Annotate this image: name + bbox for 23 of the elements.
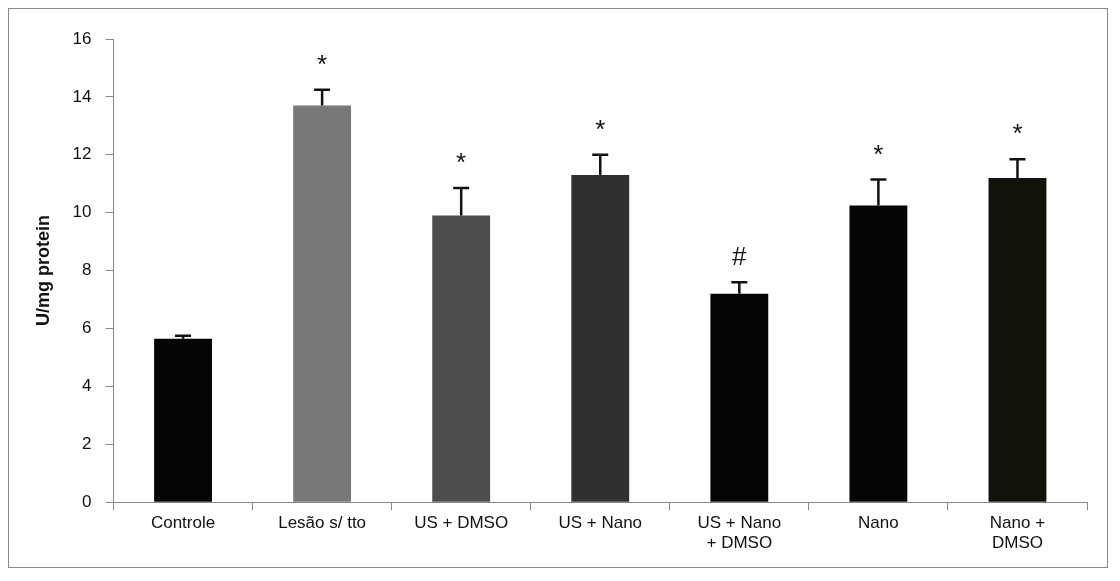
annotation: * <box>873 138 884 169</box>
y-tick-label: 2 <box>82 433 92 453</box>
y-tick-label: 14 <box>72 86 92 106</box>
y-tick-label: 16 <box>72 28 92 48</box>
x-tick-label: US + Nano <box>558 513 643 533</box>
y-tick-label: 10 <box>72 202 92 222</box>
x-tick-label: Nano + DMSO <box>989 513 1046 553</box>
y-tick-label: 6 <box>82 318 92 338</box>
annotation: * <box>1012 118 1023 149</box>
annotation: * <box>595 113 606 144</box>
y-tick-label: 4 <box>82 376 92 396</box>
annotation: # <box>732 241 748 272</box>
annotation: * <box>456 147 467 178</box>
y-tick-label: 12 <box>72 144 92 164</box>
x-tick-label: US + Nano + DMSO <box>697 513 782 553</box>
x-tick-label: Lesão s/ tto <box>278 513 367 533</box>
y-tick-label: 0 <box>82 491 92 511</box>
x-tick-label: Nano <box>858 513 899 533</box>
y-axis-title: U/mg protein <box>32 215 53 327</box>
y-tick-label: 8 <box>82 260 92 280</box>
x-tick-label: US + DMSO <box>414 513 509 533</box>
x-tick-label: Controle <box>150 513 216 533</box>
annotation: * <box>317 48 328 79</box>
